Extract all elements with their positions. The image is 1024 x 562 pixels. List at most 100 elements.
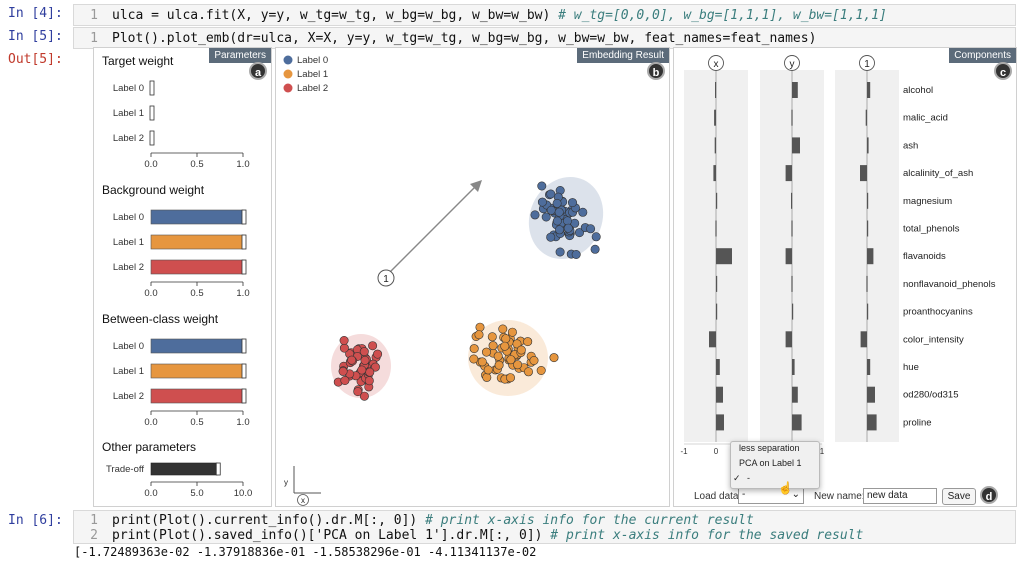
weight-label: Label 0 [113,212,144,223]
component-bar [867,248,874,265]
data-point [357,365,367,375]
data-point [500,341,510,351]
weight-bar-fill [150,234,244,250]
component-header-handle [859,55,875,71]
code-text: ulca = ulca.fit(X, y=y, w_tg=w_tg, w_bg=… [112,8,559,23]
menu-item-none[interactable]: - [747,473,750,483]
component-bar [867,137,869,154]
component-bar [714,109,716,126]
badge-b: b [647,62,665,80]
weight-label: Label 0 [113,83,144,94]
code-cell-5[interactable]: 1 Plot().plot_emb(dr=ulca, X=X, y=y, w_t… [73,27,1016,49]
prompt-in5: In [5]: [8,29,63,44]
data-point [506,373,516,383]
data-point [359,391,369,401]
data-point [586,224,596,234]
data-point [482,372,492,382]
data-point [359,347,369,357]
load-data-label: Load data [694,491,739,502]
parameters-chart: Target weight Label 0 Label 1 Label 2 0.0 0.5… [102,54,252,499]
data-point [530,210,540,220]
save-button[interactable]: Save [942,488,976,505]
data-point [567,198,577,208]
data-point [483,365,493,375]
menu-item-pca-label1[interactable]: PCA on Label 1 [739,458,802,468]
components-title: Components [949,48,1016,63]
load-data-select[interactable]: - ⌄ [738,488,804,504]
component-header-handle [784,55,800,71]
feature-label: alcohol [903,85,933,96]
legend-label: Label 1 [297,69,328,80]
component-bar [865,109,867,126]
component-bar [715,82,717,98]
feature-label: flavanoids [903,251,946,262]
feature-label: ash [903,140,918,151]
weight-label: Label 1 [113,237,144,248]
component-bar [716,386,723,403]
badge-a: a [249,62,267,80]
embedding-scatter[interactable]: Label 0 Label 1 Label 2 1 x y [276,48,671,508]
component-tick-label: -1 [680,447,688,456]
code-line: ulca = ulca.fit(X, y=y, w_tg=w_tg, w_bg=… [112,8,887,23]
weight-bar-fill [150,363,244,379]
weight-label: Label 1 [113,366,144,377]
feature-label: nonflavanoid_phenols [903,279,996,290]
component-bar [716,192,718,209]
data-point [347,355,357,365]
component-bar [791,275,793,292]
axis-tick-label: 5.0 [190,488,203,499]
prompt-out5: Out[5]: [8,52,63,67]
feature-label: magnesium [903,196,952,207]
data-point [529,355,539,365]
data-point [591,232,601,242]
tradeoff-bar-fill [150,462,218,476]
data-point [488,341,498,351]
new-name-input[interactable]: new data [863,488,937,504]
code-line: print(Plot().current_info().dr.M[:, 0]) … [112,513,754,528]
data-point [474,330,484,340]
weight-slider-handle [149,105,155,121]
code-cell-4[interactable]: 1 ulca = ulca.fit(X, y=y, w_tg=w_tg, w_b… [73,4,1016,26]
axis-tick-label: 1.0 [236,417,249,428]
component-bar [792,386,798,403]
weight-label: Label 0 [113,341,144,352]
code-line: Plot().plot_emb(dr=ulca, X=X, y=y, w_tg=… [112,31,817,46]
load-data-value: - [742,489,746,500]
vector-arrowhead [470,180,482,192]
component-bar [716,414,724,431]
component-bar [716,248,732,265]
load-data-menu: less separation PCA on Label 1 ✓ - [730,441,820,489]
data-point [554,225,564,235]
component-bar [714,137,716,154]
param-label: Trade-off [106,464,144,475]
legend-label: Label 2 [297,83,328,94]
data-point [353,387,363,397]
component-bar [867,359,871,375]
vector-label: 1 [383,274,389,285]
data-point [370,362,380,372]
component-bar [785,165,792,182]
component-header-handle [708,55,724,71]
feature-label: proline [903,417,932,428]
code-cell-6[interactable]: 1 print(Plot().current_info().dr.M[:, 0]… [73,510,1016,544]
data-point [506,355,516,365]
component-bar [860,165,867,182]
line-number: 1 [90,513,98,528]
weight-slider-handle [241,209,247,225]
data-point [338,366,348,376]
data-point [373,349,383,359]
weight-bar-fill [150,259,244,275]
component-bar [715,220,717,237]
legend-marker [283,69,293,79]
menu-item-less-separation[interactable]: less separation [739,443,800,453]
feature-label: color_intensity [903,334,964,345]
code-comment: # print x-axis info for the current resu… [425,513,754,528]
component-bar [716,359,720,375]
legend-label: Label 0 [297,55,328,66]
legend-marker [283,55,293,65]
data-point [339,335,349,345]
component-bar [792,82,798,98]
data-point [368,341,378,351]
data-point [541,212,551,222]
